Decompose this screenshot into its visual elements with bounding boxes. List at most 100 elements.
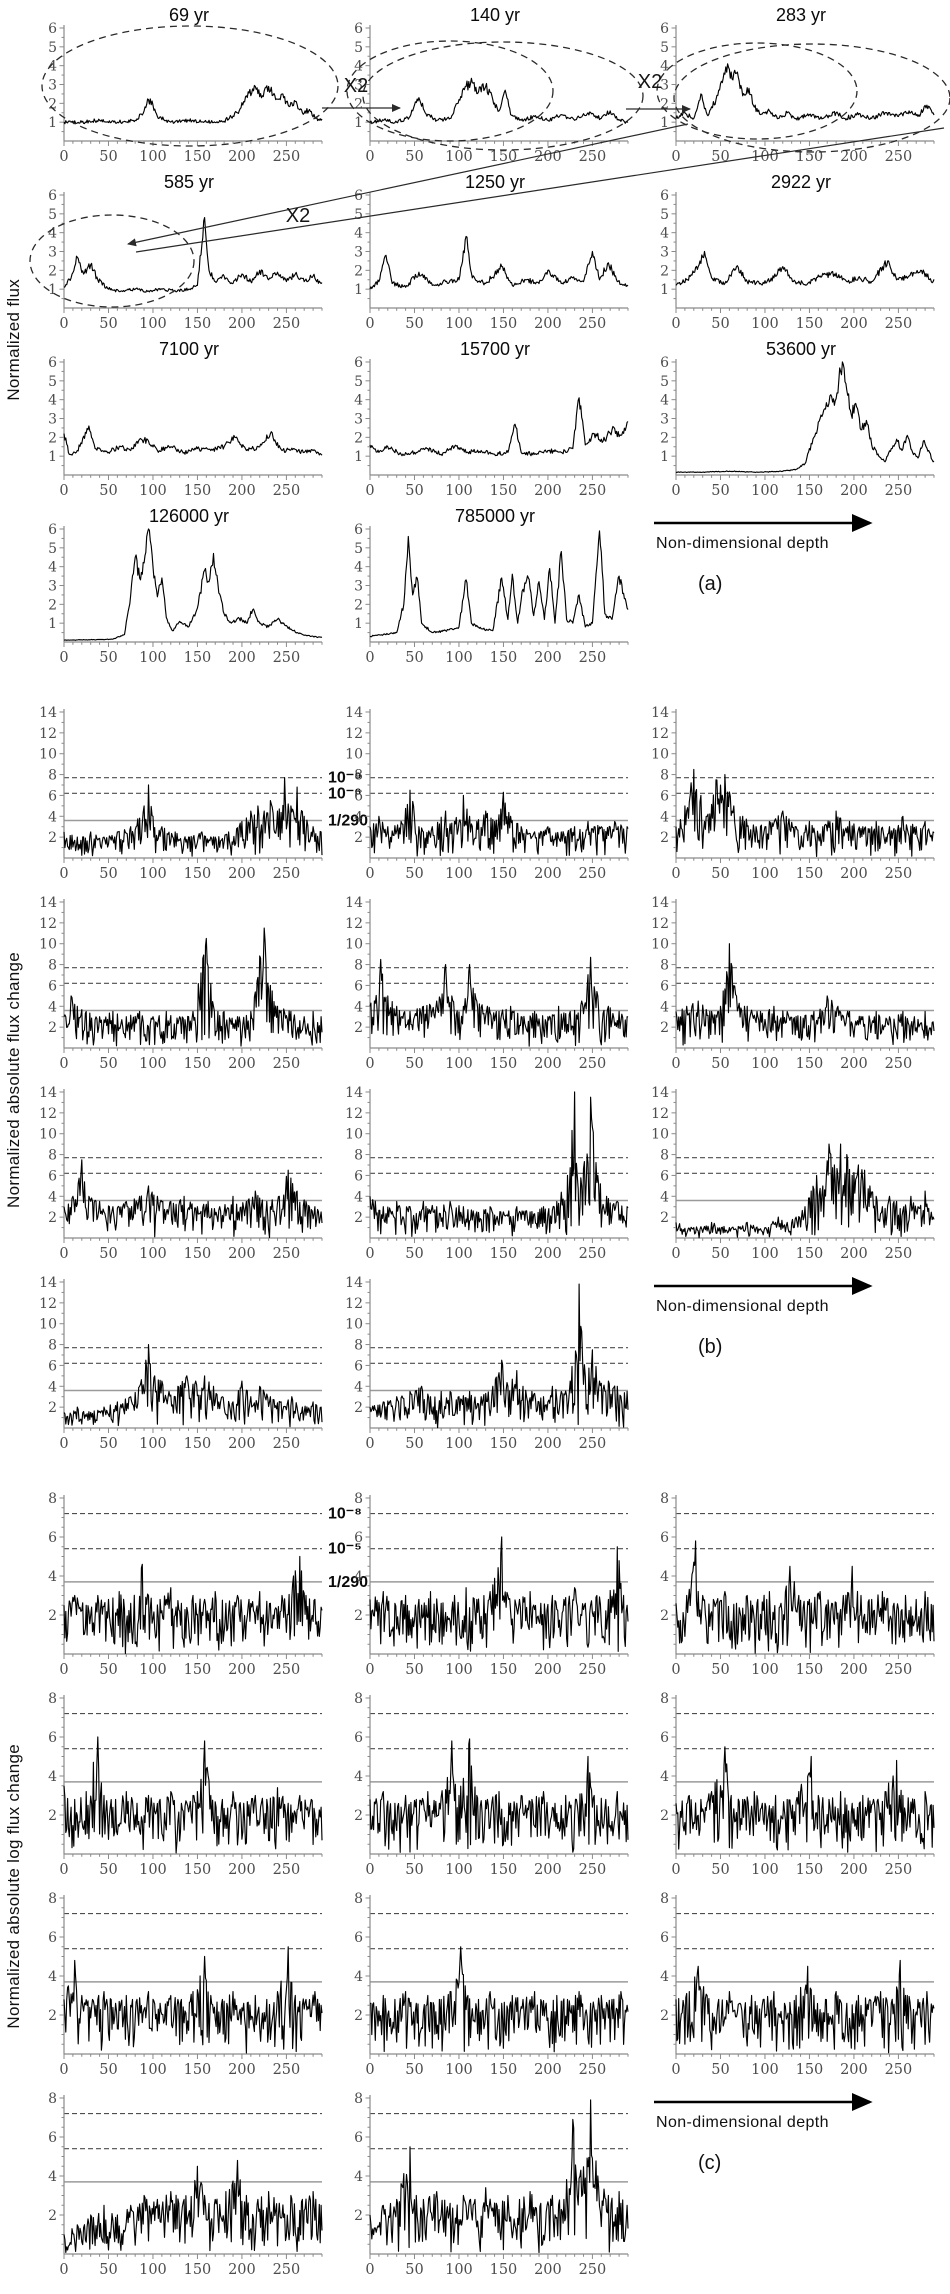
chart-svg: 2 4 6 8 10 12 14 0 50 100 150 200 250 [39,1275,323,1452]
y-tick-label: 6 [354,1730,363,1746]
y-tick-label: 4 [660,809,669,825]
x-tick-label: 200 [840,2062,868,2078]
x-tick-label: 200 [228,650,256,666]
x-tick-label: 200 [840,1056,868,1072]
chart-svg: 1 2 3 4 5 6 0 50 100 150 200 250 15700 yr [354,339,629,499]
y-tick-label: 8 [48,2091,57,2107]
panel-b-xlabel: Non-dimensional depth [656,1298,829,1315]
x-tick-label: 50 [405,1662,423,1678]
y-tick-label: 5 [660,374,669,390]
y-tick-label: 2 [354,2208,363,2224]
x-tick-label: 250 [273,1056,301,1072]
data-series-line [63,927,323,1047]
y-tick-label: 5 [354,541,363,557]
chart-svg: 1 2 3 4 5 6 0 50 100 150 200 250 283 yr [660,5,935,165]
y-tick-label: 6 [660,1168,669,1184]
chart-svg: 1 2 3 4 5 6 0 50 100 150 200 250 7100 yr [48,339,323,499]
y-tick-label: 1 [48,115,57,131]
y-tick-label: 2 [660,1608,669,1624]
x-tick-label: 250 [579,2262,607,2278]
x-tick-label: 50 [711,1862,729,1878]
data-series-line [370,1946,629,2053]
y-tick-label: 4 [660,1189,669,1205]
y-tick-label: 14 [345,705,363,721]
x-tick-label: 0 [365,149,374,165]
y-tick-label: 14 [345,1085,363,1101]
y-tick-label: 2 [48,2008,57,2024]
x-tick-label: 200 [228,1662,256,1678]
y-tick-label: 4 [48,999,57,1015]
chart-785000-yr: 1 2 3 4 5 6 0 50 100 150 200 250 785000 yr [336,506,642,674]
y-tick-label: 6 [48,355,57,371]
y-tick-label: 6 [48,1530,57,1546]
y-tick-label: 2 [354,1210,363,1226]
panel-a-grid: 1 2 3 4 5 6 0 50 100 150 200 250 69 yr 1 2 3 4 5 6 0 50 100 15… [30,5,950,674]
x-tick-label: 100 [751,1662,779,1678]
y-tick-label: 12 [345,916,363,932]
y-tick-label: 4 [660,1769,669,1785]
y-tick-label: 8 [48,1148,57,1164]
y-tick-label: 4 [660,59,669,75]
x-tick-label: 250 [885,149,913,165]
chart-15700-yr: 1 2 3 4 5 6 0 50 100 150 200 250 15700 yr [336,339,642,507]
x-tick-label: 250 [885,866,913,882]
y-tick-label: 8 [660,1891,669,1907]
y-tick-label: 4 [354,1769,363,1785]
y-tick-label: 8 [660,768,669,784]
panel-b-xlabel-block: Non-dimensional depth (b) [642,1270,948,1460]
y-tick-label: 6 [354,355,363,371]
y-tick-label: 5 [660,40,669,56]
chart-b10: 2 4 6 8 10 12 14 0 50 100 150 200 250 [30,1270,336,1460]
x-tick-label: 200 [228,1862,256,1878]
x-tick-label: 50 [711,1246,729,1262]
data-series-line [675,768,935,858]
x-tick-label: 0 [59,1662,68,1678]
y-tick-label: 1 [354,616,363,632]
y-tick-label: 3 [354,78,363,94]
x-tick-label: 0 [365,2062,374,2078]
y-tick-label: 14 [39,895,57,911]
x-tick-label: 200 [228,483,256,499]
x-tick-label: 0 [365,316,374,332]
y-tick-label: 6 [660,355,669,371]
x-tick-label: 0 [671,316,680,332]
x-tick-label: 50 [405,650,423,666]
chart-2922-yr: 1 2 3 4 5 6 0 50 100 150 200 250 2922 yr [642,172,948,340]
x-tick-label: 150 [490,1862,518,1878]
data-series-line [369,235,629,290]
x-tick-label: 150 [796,316,824,332]
y-tick-label: 6 [354,21,363,37]
chart-svg: 2 4 6 8 10 12 14 0 50 100 150 200 250 [345,1085,629,1262]
data-series-line [369,1091,629,1237]
data-series-line [675,1746,935,1853]
x-tick-label: 250 [579,866,607,882]
x-tick-label: 50 [405,483,423,499]
data-series-line [369,1283,629,1429]
x-tick-label: 250 [579,1056,607,1072]
y-tick-label: 8 [354,2091,363,2107]
x-tick-label: 0 [59,866,68,882]
y-tick-label: 4 [354,560,363,576]
x-tick-label: 150 [796,866,824,882]
x-tick-label: 0 [671,2062,680,2078]
x-tick-label: 150 [184,149,212,165]
x-tick-label: 0 [365,1056,374,1072]
x-tick-label: 100 [751,866,779,882]
x-tick-label: 50 [99,1436,117,1452]
chart-title: 53600 yr [766,339,836,359]
x-tick-label: 0 [365,2262,374,2278]
y-tick-label: 4 [354,59,363,75]
x-tick-label: 200 [228,1246,256,1262]
data-series-line [675,361,935,474]
chart-b6: 2 4 6 8 10 12 14 0 50 100 150 200 250 [642,890,948,1080]
x-tick-label: 50 [405,1056,423,1072]
x-tick-label: 250 [273,1246,301,1262]
x-tick-label: 50 [711,1662,729,1678]
x-tick-label: 100 [445,1436,473,1452]
chart-svg: 2 4 6 8 10 12 14 0 50 100 150 200 250 [345,895,629,1072]
x-tick-label: 50 [405,1436,423,1452]
x-tick-label: 150 [490,316,518,332]
x-tick-label: 100 [751,2062,779,2078]
x-tick-label: 0 [59,1436,68,1452]
data-series-line [369,956,629,1047]
